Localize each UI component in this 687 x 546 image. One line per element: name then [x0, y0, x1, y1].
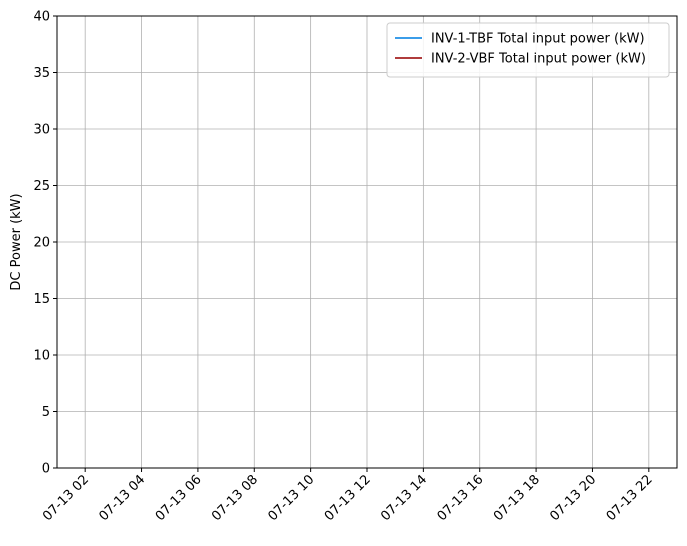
x-tick-label: 07-13 06 — [153, 472, 205, 524]
grid — [57, 15, 677, 469]
y-tick-label: 40 — [33, 10, 50, 25]
y-tick-label: 20 — [33, 236, 50, 251]
y-tick-label: 25 — [33, 179, 50, 194]
x-tick-label: 07-13 02 — [40, 472, 92, 524]
y-tick-label: 15 — [33, 292, 50, 307]
x-tick-label: 07-13 12 — [322, 472, 374, 524]
x-tick-label: 07-13 16 — [435, 472, 487, 524]
x-tick-label: 07-13 10 — [266, 472, 318, 524]
y-tick-label: 5 — [42, 405, 50, 420]
x-tick-label: 07-13 14 — [378, 472, 430, 524]
legend-label: INV-1-TBF Total input power (kW) — [431, 32, 645, 47]
legend-box — [386, 22, 670, 78]
x-tick-label: 07-13 18 — [491, 472, 543, 524]
y-tick-label: 0 — [42, 462, 50, 477]
y-tick-label: 10 — [33, 349, 50, 364]
y-tick-label: 35 — [33, 66, 50, 81]
legend: INV-1-TBF Total input power (kW) INV-2-VB… — [386, 22, 670, 78]
x-tick-label: 07-13 20 — [547, 472, 599, 524]
x-axis-ticks: 07-13 02 07-13 04 07-13 06 07-13 08 07-13 10… — [40, 468, 656, 524]
y-tick-label: 30 — [33, 123, 50, 138]
x-tick-label: 07-13 08 — [209, 472, 261, 524]
y-axis-ticks: 0 5 10 15 20 25 30 35 40 — [33, 10, 57, 477]
x-tick-label: 07-13 04 — [96, 472, 148, 524]
y-axis-label: DC Power (kW) — [9, 193, 24, 290]
legend-label: INV-2-VBF Total input power (kW) — [431, 52, 646, 67]
x-tick-label: 07-13 22 — [604, 472, 656, 524]
